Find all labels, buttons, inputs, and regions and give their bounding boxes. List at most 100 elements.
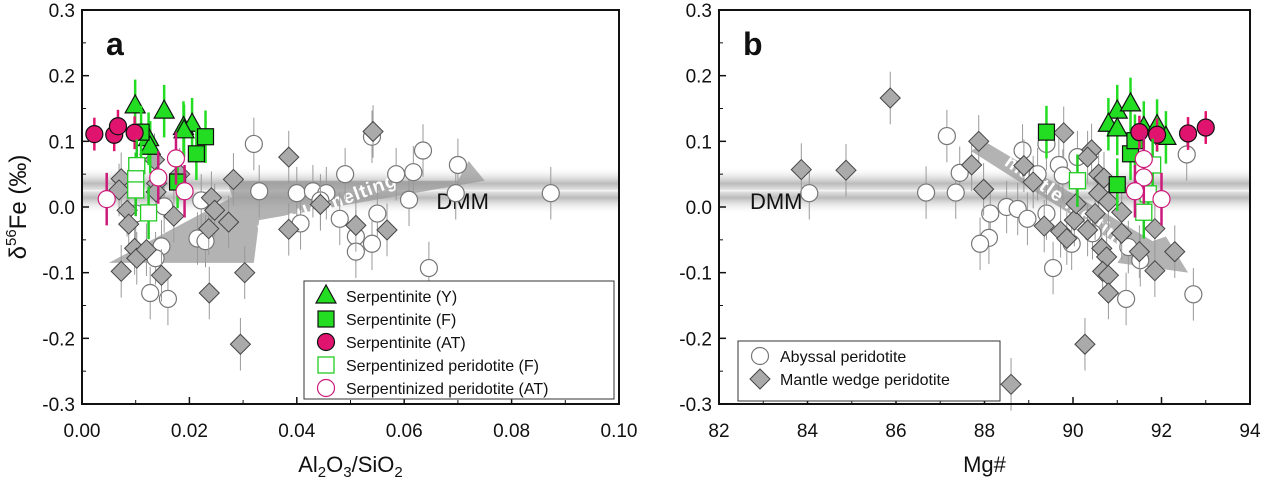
x-tick-label: 0.02 xyxy=(171,421,208,442)
y-tick-label: 0.2 xyxy=(49,67,75,88)
x-label-subscript: 2 xyxy=(318,464,326,481)
legend-label: Abyssal peridotite xyxy=(780,349,906,366)
data-point-diamond xyxy=(968,130,990,153)
data-point-triangle xyxy=(1106,116,1129,137)
data-point-open-square xyxy=(139,204,158,222)
data-point-open-circle xyxy=(800,184,819,203)
data-point-diamond xyxy=(790,158,813,181)
y-tick-label: -0.3 xyxy=(42,395,75,416)
data-point-open-square xyxy=(127,181,145,199)
data-point-circle xyxy=(1196,118,1215,137)
legend-label: Serpentinite (F) xyxy=(346,312,456,329)
y-tick-label: -0.2 xyxy=(42,329,75,350)
data-point-square xyxy=(196,128,215,146)
data-point-diamond xyxy=(234,261,256,284)
y-label-delta: δ xyxy=(5,246,32,259)
legend-box xyxy=(303,280,615,400)
data-point-open-circle xyxy=(1152,190,1171,209)
data-point-diamond xyxy=(278,218,300,241)
data-point-open-circle xyxy=(446,184,465,203)
x-label-subscript: 3 xyxy=(343,464,351,481)
legend-marker-open-circle xyxy=(750,346,770,366)
data-point-diamond xyxy=(1022,171,1044,193)
data-point-diamond xyxy=(1013,154,1035,177)
x-axis-label: Al2O3/SiO2 xyxy=(298,452,403,481)
x-label-part: Al xyxy=(298,452,318,477)
data-point-open-circle xyxy=(250,182,269,201)
legend-label: Serpentinized peridotite (F) xyxy=(346,358,539,375)
legend-label: Serpentinized peridotite (AT) xyxy=(346,381,548,398)
data-point-diamond xyxy=(1097,191,1120,213)
panel-label: a xyxy=(106,26,124,62)
x-tick-label: 94 xyxy=(1239,421,1261,442)
x-label-subscript: 2 xyxy=(394,464,402,481)
data-point-open-circle xyxy=(1053,166,1072,185)
series-serpentinite-at- xyxy=(85,109,144,152)
data-point-triangle xyxy=(139,135,162,155)
data-point-diamond xyxy=(1053,122,1075,144)
x-tick-label: 86 xyxy=(885,421,906,442)
data-point-open-circle xyxy=(97,190,116,209)
series-serpentinite-at- xyxy=(1130,111,1215,152)
data-point-open-circle xyxy=(362,234,382,253)
data-point-open-square xyxy=(1135,203,1153,221)
data-point-diamond xyxy=(229,333,252,355)
data-point-square xyxy=(1108,176,1126,194)
data-point-diamond xyxy=(1076,146,1099,168)
data-point-diamond xyxy=(1063,209,1086,231)
data-point-open-circle xyxy=(399,190,419,209)
legend: Serpentinite (Y) Serpentinite (F) Serpenti… xyxy=(303,280,615,400)
legend-label: Serpentinite (AT) xyxy=(346,335,466,352)
y-tick-label: 0.0 xyxy=(49,198,75,219)
data-point-open-circle xyxy=(1134,168,1153,187)
y-tick-label: 0.3 xyxy=(49,1,75,22)
y-axis-label: δ56Fe (‰) xyxy=(3,155,32,260)
data-point-diamond xyxy=(960,154,983,176)
x-tick-label: 0.00 xyxy=(64,421,101,442)
y-tick-label: 0.1 xyxy=(49,132,75,153)
data-point-diamond xyxy=(835,159,857,181)
data-point-open-circle xyxy=(244,134,263,154)
legend-marker-diamond xyxy=(749,368,771,390)
x-tick-label: 84 xyxy=(797,421,819,442)
data-point-circle xyxy=(1130,123,1149,142)
data-point-diamond xyxy=(1065,193,1087,215)
series-serpentinized-peridotite-f- xyxy=(127,139,158,240)
data-point-open-circle xyxy=(448,155,467,175)
data-point-diamond xyxy=(345,214,367,237)
data-point-diamond xyxy=(1033,215,1055,237)
data-point-diamond xyxy=(879,87,901,109)
data-point-diamond xyxy=(198,282,220,304)
data-point-circle xyxy=(85,125,104,144)
data-point-triangle xyxy=(1119,91,1142,112)
data-point-open-circle xyxy=(950,163,969,182)
x-tick-label: 82 xyxy=(708,421,729,442)
legend-marker-open-circle xyxy=(316,378,336,398)
data-point-open-circle xyxy=(158,289,178,309)
data-point-diamond xyxy=(1128,240,1151,263)
data-point-diamond xyxy=(150,264,173,287)
data-point-open-circle xyxy=(419,258,439,278)
x-tick-label: 0.04 xyxy=(278,421,315,442)
data-point-circle xyxy=(108,117,128,136)
data-point-open-circle xyxy=(149,168,168,187)
x-tick-label: 88 xyxy=(974,421,995,442)
data-point-open-circle xyxy=(916,183,936,202)
x-label-part: O xyxy=(326,452,343,477)
legend-marker-triangle xyxy=(314,283,338,304)
panel-label: b xyxy=(743,26,763,62)
y-tick-label: 0.0 xyxy=(686,198,712,219)
x-label-part: /SiO xyxy=(352,452,395,477)
series-mantle-wedge-peridotite xyxy=(790,71,1186,411)
legend: Abyssal peridotite Mantle wedge peridotit… xyxy=(737,340,1001,402)
data-point-open-circle xyxy=(541,184,560,203)
data-point-open-circle xyxy=(946,183,965,202)
data-point-open-circle xyxy=(368,204,387,223)
data-point-diamond xyxy=(376,219,398,241)
data-point-diamond xyxy=(1084,202,1106,225)
legend-marker-circle xyxy=(316,332,336,352)
data-point-open-circle xyxy=(1043,258,1063,278)
y-label-part: Fe (‰) xyxy=(5,155,32,230)
data-point-diamond xyxy=(1144,259,1166,282)
